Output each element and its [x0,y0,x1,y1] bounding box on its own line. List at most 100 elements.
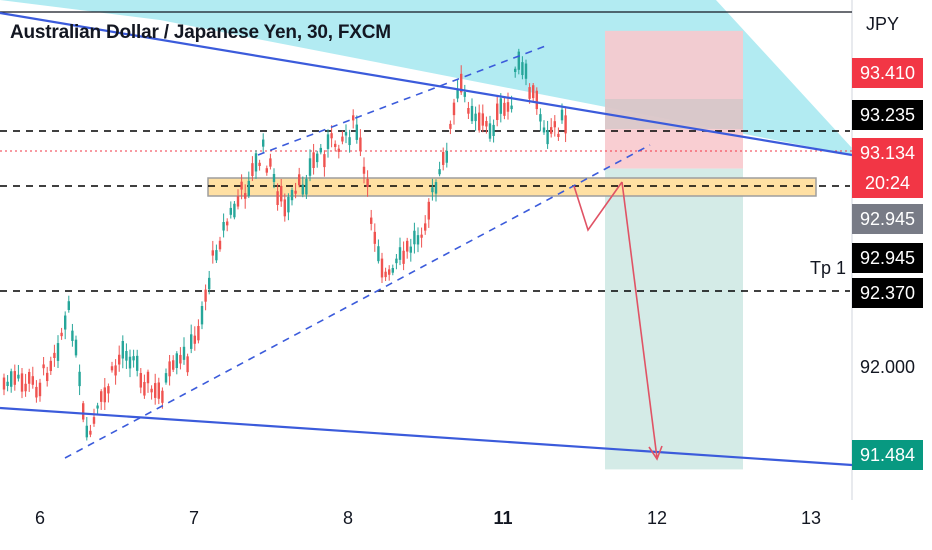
candle-body [276,191,279,205]
candle-body [294,190,297,194]
projected-path-down [621,181,658,459]
price-label-tp1: 92.945 [852,243,923,273]
candle-body [442,152,445,165]
price-label-stop: 93.410 [852,58,923,88]
candle-body [503,102,506,116]
axis-currency-label: JPY [866,14,900,34]
candle-body [330,133,333,139]
candle-body [125,350,128,361]
candle-body [362,166,366,174]
candle-body [172,360,175,370]
candle-body [197,325,200,341]
candle-body [406,240,409,252]
price-axis-tick: 92.000 [859,357,916,377]
candle-body [348,137,351,146]
candle-body [53,352,56,359]
candle-body [64,315,67,330]
candle-body [532,85,535,99]
candle-body [337,148,340,152]
candle-body [46,372,49,382]
candle-body [470,105,474,122]
candle-body [438,169,441,175]
candle-body [553,121,556,128]
x-tick-label: 7 [188,508,199,528]
candle-body [118,354,121,365]
candle-body [488,123,492,139]
candle-body [499,98,502,114]
candle-body [510,105,513,110]
candle-body [226,221,229,226]
x-tick-label: 13 [800,508,822,528]
price-label-current: 93.134 [852,138,923,168]
overlay-layer [0,11,853,467]
candle-body [283,199,286,217]
arrowhead-icon [648,445,663,461]
candle-body [427,201,430,220]
candle-body [514,68,517,72]
price-label-entry: 92.945 [852,204,923,234]
candle-body [550,127,553,134]
candles-layer [2,48,567,441]
candle-body [305,178,308,195]
candle-body [290,189,294,201]
tp1-annotation: Tp 1 [810,258,847,278]
candle-body [182,346,186,360]
candle-body [107,386,110,394]
candle-body [38,382,42,397]
candle-body [424,223,427,231]
candle-body [359,137,362,152]
candle-body [402,250,405,264]
projected-path-zigzag [573,181,623,232]
candle-body [409,246,412,253]
candle-body [326,134,330,149]
candle-body [17,374,20,379]
candle-body [377,246,380,262]
candle-body [150,388,153,393]
candle-body [395,258,398,264]
candle-body [240,181,243,190]
candle-body [398,247,402,260]
candle-body [557,133,560,137]
candle-body [496,103,499,120]
candle-body [78,371,81,387]
candle-body [366,178,369,187]
candle-body [456,89,459,99]
candle-body [467,108,470,114]
candle-body [42,364,45,369]
channel-upper-line [0,11,853,157]
take-profit-zone [605,168,743,470]
rising-channel-lower [64,144,651,459]
candle-body [20,373,24,392]
candle-body [193,335,196,344]
candle-body [161,390,164,403]
candle-body [60,332,63,337]
candle-body [114,365,117,376]
price-label-countdown: 20:24 [852,168,923,198]
candle-body [67,301,70,310]
candle-body [186,356,189,373]
candle-body [434,182,438,194]
price-label-level-low: 92.370 [852,278,923,308]
x-tick-label: 11 [493,508,513,528]
candle-body [154,383,157,398]
candle-body [431,187,434,193]
candle-body [247,180,250,196]
candle-body [96,405,99,409]
background-layer [0,0,853,500]
candle-body [31,376,34,385]
candle-body [272,173,276,182]
candle-body [280,185,283,202]
candle-body [485,120,488,127]
candle-body [535,90,538,110]
chart-title: Australian Dollar / Japanese Yen, 30, FX… [10,22,391,43]
candle-body [506,102,510,112]
candle-body [222,221,225,231]
candle-body [334,143,337,147]
candle-body [478,112,481,131]
candle-body [258,162,261,166]
candle-body [24,383,27,392]
candle-body [564,115,567,134]
candle-body [254,153,258,172]
